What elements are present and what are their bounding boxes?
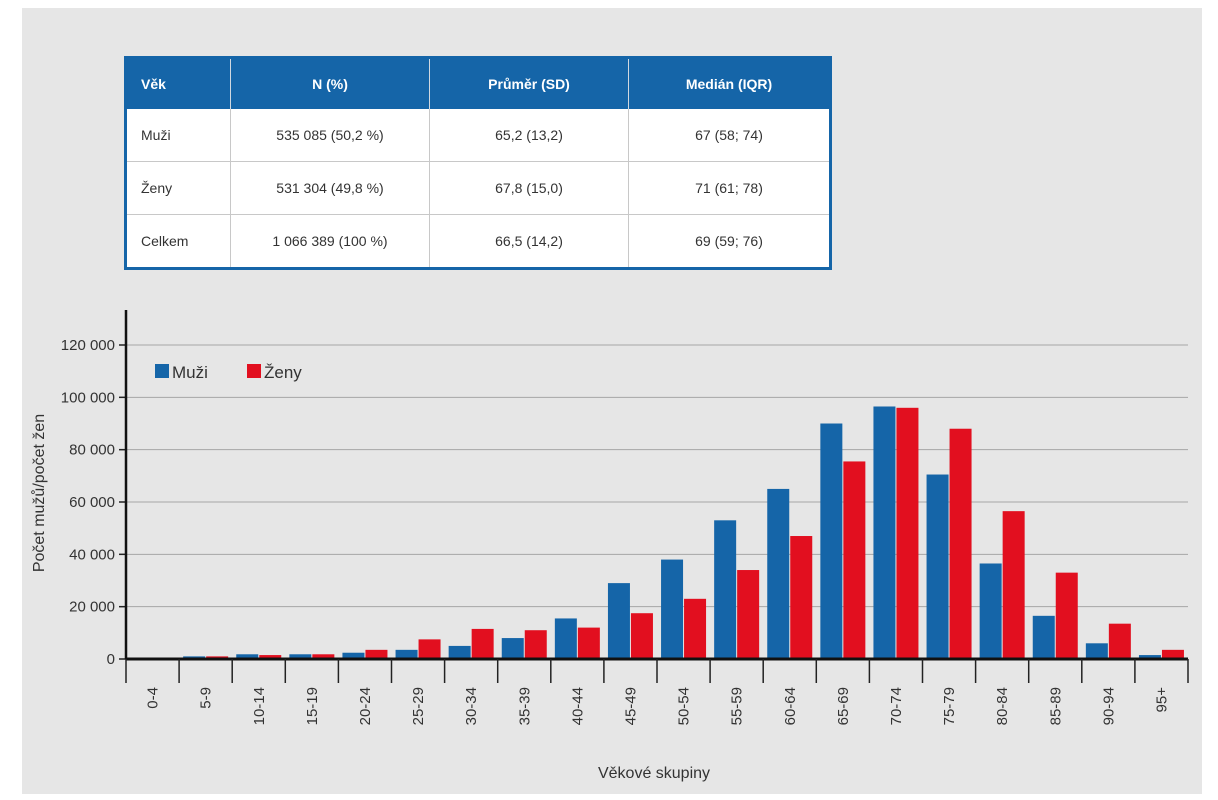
table-row: Ženy 531 304 (49,8 %) 67,8 (15,0) 71 (61… (125, 161, 831, 215)
bar-zeny-35-39 (524, 630, 547, 659)
x-axis-title: Věkové skupiny (598, 765, 710, 782)
x-tick-label: 65-69 (835, 687, 852, 725)
cell-median: 67 (58; 74) (628, 109, 831, 162)
y-tick-label: 20 000 (69, 599, 115, 616)
bar-zeny-80-84 (1002, 511, 1025, 659)
y-axis-title: Počet mužů/počet žen (30, 414, 48, 572)
header-age: Věk (125, 57, 231, 109)
cell-median: 71 (61; 78) (628, 161, 831, 215)
bar-zeny-60-64 (790, 536, 813, 659)
cell-n: 531 304 (49,8 %) (230, 161, 430, 215)
x-tick-label: 45-49 (622, 687, 639, 725)
bar-zeny-90-94 (1108, 623, 1131, 659)
legend-label-zeny: Ženy (264, 363, 302, 382)
bar-zeny-20-24 (365, 649, 388, 659)
bar-zeny-55-59 (737, 570, 760, 659)
axis-layer: 0 20 000 40 000 60 000 80 000 100 000 120 000 0… (61, 310, 1189, 725)
bar-muzi-30-34 (448, 645, 471, 659)
x-tick-label: 40-44 (569, 687, 586, 725)
y-tick-label: 60 000 (69, 494, 115, 511)
bar-zeny-45-49 (630, 613, 653, 659)
bar-muzi-75-79 (926, 474, 949, 659)
bar-muzi-90-94 (1085, 643, 1108, 659)
bar-muzi-40-44 (554, 618, 577, 659)
legend-swatch-muzi (155, 364, 169, 378)
y-tick-label: 100 000 (61, 389, 115, 406)
bar-muzi-65-69 (820, 423, 843, 659)
table-row: Celkem 1 066 389 (100 %) 66,5 (14,2) 69 … (125, 214, 831, 269)
bar-muzi-85-89 (1032, 615, 1055, 659)
table-header-row: Věk N (%) Průměr (SD) Medián (IQR) (125, 57, 831, 109)
row-label: Ženy (125, 161, 231, 215)
x-tick-label: 55-59 (729, 687, 746, 725)
cell-mean: 66,5 (14,2) (429, 214, 629, 269)
header-mean: Průměr (SD) (429, 57, 629, 109)
cell-n: 535 085 (50,2 %) (230, 109, 430, 162)
bar-zeny-40-44 (577, 627, 600, 659)
legend-label-muzi: Muži (172, 363, 208, 382)
bar-muzi-20-24 (342, 652, 365, 659)
summary-table: Věk N (%) Průměr (SD) Medián (IQR) Muži … (124, 56, 832, 270)
bar-zeny-70-74 (896, 407, 919, 659)
x-tick-label: 10-14 (251, 687, 268, 725)
bar-zeny-15-19 (312, 654, 335, 659)
bar-zeny-65-69 (843, 461, 866, 659)
bar-zeny-85-89 (1055, 572, 1078, 659)
bar-muzi-15-19 (289, 654, 312, 659)
bar-zeny-50-54 (684, 598, 707, 659)
x-tick-label: 75-79 (941, 687, 958, 725)
bar-zeny-75-79 (949, 428, 972, 659)
y-tick-label: 80 000 (69, 442, 115, 459)
x-tick-label: 50-54 (676, 687, 693, 725)
bar-zeny-30-34 (471, 628, 494, 659)
y-tick-label: 0 (107, 651, 115, 668)
cell-mean: 65,2 (13,2) (429, 109, 629, 162)
bar-muzi-80-84 (979, 563, 1002, 659)
legend-swatch-zeny (247, 364, 261, 378)
bar-zeny-10-14 (259, 655, 282, 659)
cell-n: 1 066 389 (100 %) (230, 214, 430, 269)
header-median: Medián (IQR) (628, 57, 831, 109)
cell-median: 69 (59; 76) (628, 214, 831, 269)
x-tick-label: 25-29 (410, 687, 427, 725)
x-tick-label: 20-24 (357, 687, 374, 725)
x-tick-label: 85-89 (1047, 687, 1064, 725)
x-tick-label: 5-9 (198, 687, 215, 709)
header-n: N (%) (230, 57, 430, 109)
legend: Muži Ženy (155, 363, 302, 382)
row-label: Muži (141, 127, 171, 143)
x-tick-label: 30-34 (463, 687, 480, 725)
x-tick-label: 35-39 (516, 687, 533, 725)
x-tick-label: 90-94 (1100, 687, 1117, 725)
y-tick-label: 40 000 (69, 546, 115, 563)
x-tick-label: 60-64 (782, 687, 799, 725)
bar-muzi-50-54 (661, 559, 684, 659)
x-tick-label: 80-84 (994, 687, 1011, 725)
grid-layer (126, 344, 1188, 608)
bar-zeny-25-29 (418, 639, 441, 659)
bar-muzi-55-59 (714, 520, 737, 659)
bar-layer (130, 406, 1184, 659)
bar-muzi-70-74 (873, 406, 896, 659)
bar-muzi-35-39 (501, 638, 524, 659)
bar-muzi-45-49 (607, 583, 630, 659)
x-tick-label: 0-4 (145, 687, 162, 709)
bar-muzi-10-14 (236, 654, 259, 659)
x-tick-label: 95+ (1153, 687, 1170, 713)
cell-mean: 67,8 (15,0) (429, 161, 629, 215)
y-tick-label: 120 000 (61, 337, 115, 354)
bar-muzi-25-29 (395, 649, 418, 659)
x-tick-label: 15-19 (304, 687, 321, 725)
row-label: Celkem (125, 214, 231, 269)
x-tick-label: 70-74 (888, 687, 905, 725)
bar-zeny-95+ (1161, 649, 1184, 659)
table-row: Muži 535 085 (50,2 %) 65,2 (13,2) 67 (58… (126, 109, 831, 162)
bar-muzi-60-64 (767, 488, 790, 659)
bar-muzi-95+ (1138, 655, 1161, 659)
